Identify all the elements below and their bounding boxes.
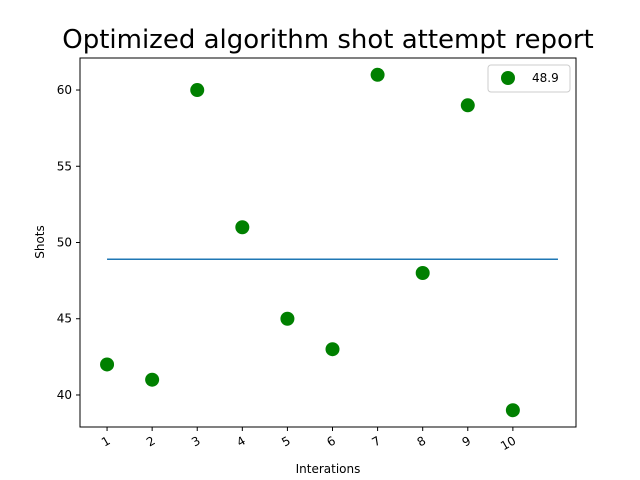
x-axis-label: Interations [296,462,361,476]
legend-marker [501,71,515,85]
scatter-point [100,357,115,372]
scatter-point [505,403,520,418]
scatter-point [280,311,295,326]
scatter-point [415,265,430,280]
y-tick-label: 60 [57,83,72,97]
y-tick-label: 50 [57,236,72,250]
x-tick-label: 10 [498,433,518,453]
y-axis-ticks: 40 45 50 55 60 [57,83,80,402]
legend-label: 48.9 [532,71,559,85]
legend: 48.9 [487,64,571,93]
scatter-point [145,372,160,387]
chart-title: Optimized algorithm shot attempt report [62,25,594,55]
scatter-point [190,83,205,98]
y-tick-label: 45 [57,312,72,326]
scatter-points [100,67,520,418]
scatter-point [325,342,340,357]
scatter-point [460,98,475,113]
y-axis-label: Shots [33,225,47,259]
scatter-point [370,67,385,82]
y-tick-label: 55 [57,159,72,173]
plot-area [79,57,577,428]
scatter-point [235,220,250,235]
y-tick-label: 40 [57,388,72,402]
